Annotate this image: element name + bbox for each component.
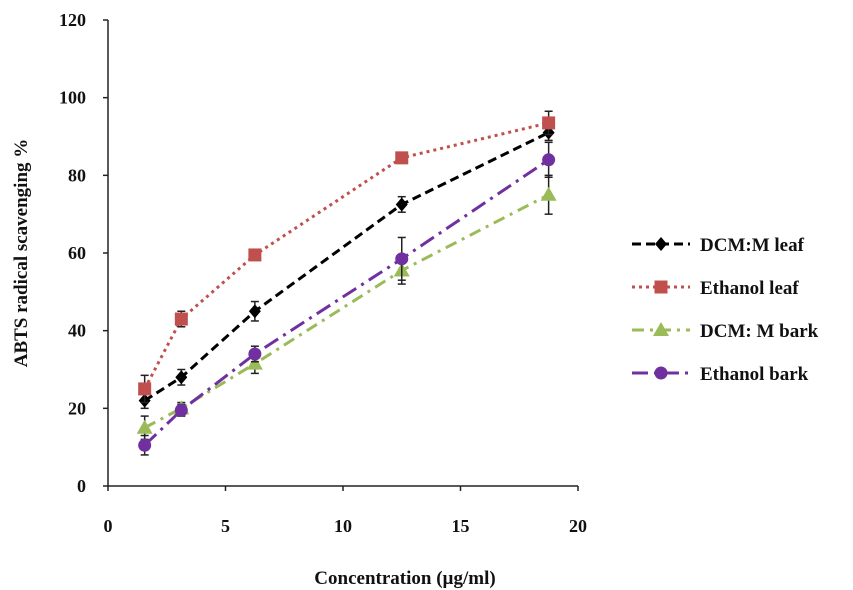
data-point — [395, 151, 409, 165]
data-point — [395, 197, 408, 212]
legend-item: DCM: M bark — [632, 321, 819, 342]
y-tick-label: 120 — [59, 10, 86, 30]
data-point — [248, 304, 261, 319]
data-point — [540, 186, 557, 201]
y-tick-label: 20 — [68, 398, 86, 418]
legend-item: Ethanol bark — [632, 364, 809, 385]
y-tick-label: 100 — [59, 88, 86, 108]
x-tick-label: 20 — [569, 516, 587, 536]
legend-marker — [655, 237, 667, 251]
data-point — [138, 382, 152, 396]
data-point — [138, 438, 152, 452]
data-point — [395, 252, 409, 266]
data-point — [542, 116, 556, 130]
y-tick-label: 60 — [68, 243, 86, 263]
x-tick-label: 5 — [221, 516, 230, 536]
x-tick-label: 10 — [334, 516, 352, 536]
data-point — [246, 355, 263, 370]
series-line — [143, 158, 550, 447]
legend: DCM:M leaf Ethanol leaf DCM: M bark Ethanol… — [632, 235, 819, 385]
series-4 — [138, 141, 556, 456]
series-layer — [136, 110, 557, 456]
series-line — [143, 193, 550, 430]
data-point — [136, 419, 153, 434]
data-point — [248, 347, 262, 361]
legend-marker — [654, 366, 668, 380]
y-ticks: 0 20 40 60 80 100 120 — [59, 10, 108, 496]
data-point — [248, 248, 262, 262]
series-line — [143, 131, 550, 402]
data-point — [175, 370, 188, 385]
series-1 — [138, 124, 555, 410]
data-point — [542, 153, 556, 167]
legend-label: Ethanol bark — [700, 364, 809, 385]
y-tick-label: 40 — [68, 321, 86, 341]
series-line — [143, 121, 549, 390]
series-2 — [138, 110, 556, 404]
x-tick-label: 0 — [104, 516, 113, 536]
legend-item: Ethanol leaf — [632, 278, 799, 299]
y-tick-label: 0 — [77, 476, 86, 496]
series-3 — [136, 174, 557, 441]
legend-label: DCM: M bark — [700, 321, 819, 342]
legend-marker — [654, 280, 668, 294]
y-axis-title: ABTS radical scavenging % — [11, 139, 32, 368]
data-point — [174, 403, 188, 417]
x-tick-label: 15 — [452, 516, 470, 536]
y-tick-label: 80 — [68, 165, 86, 185]
legend-label: DCM:M leaf — [700, 235, 805, 256]
x-ticks: 0 5 10 15 20 — [104, 486, 587, 536]
x-axis-title: Concentration (µg/ml) — [314, 568, 495, 589]
legend-label: Ethanol leaf — [700, 278, 799, 299]
legend-marker — [653, 322, 669, 336]
data-point — [174, 312, 188, 326]
legend-item: DCM:M leaf — [632, 235, 805, 256]
